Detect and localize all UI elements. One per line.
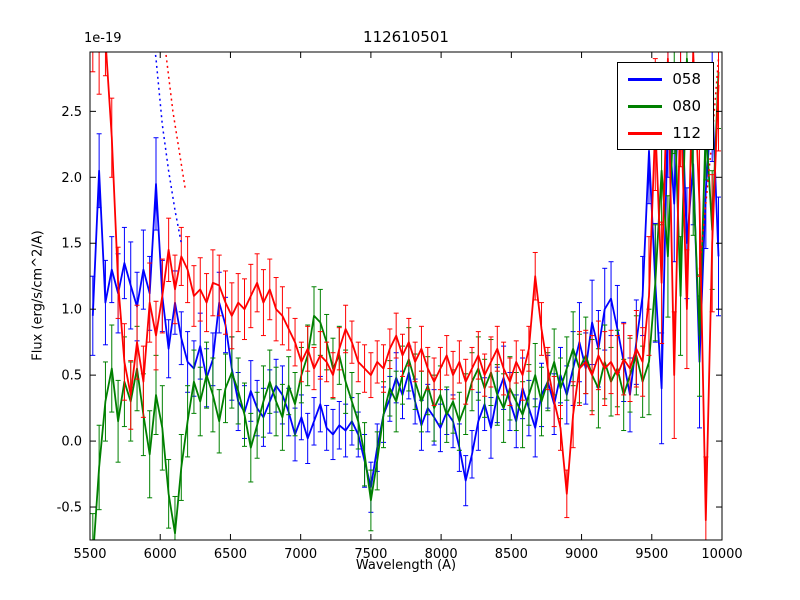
- legend-line-swatch: [628, 77, 663, 81]
- series-line-112: [98, 52, 720, 522]
- series-line-080: [93, 57, 720, 540]
- dotted-segment-112: [164, 52, 187, 191]
- y-tick-label: -0.5: [57, 501, 82, 516]
- legend-entry: 058: [628, 70, 701, 88]
- y-tick-label: 0.5: [61, 369, 82, 384]
- y-tick-label: 2.0: [61, 171, 82, 186]
- x-tick-label: 6500: [214, 547, 247, 562]
- y-tick-label: 0.0: [61, 435, 82, 450]
- legend-entry: 112: [628, 124, 701, 142]
- legend-label: 058: [672, 70, 701, 88]
- chart-title: 112610501: [363, 28, 449, 46]
- x-tick-label: 8500: [495, 547, 528, 562]
- axes-frame: [89, 51, 723, 541]
- x-tick-label: 8000: [425, 547, 458, 562]
- series-line-058: [91, 64, 720, 489]
- y-tick-label: 1.5: [61, 237, 82, 252]
- x-tick-label: 7500: [354, 547, 387, 562]
- dotted-segment-112: [698, 58, 720, 270]
- y-axis-label: Flux (erg/s/cm^2/A): [30, 230, 46, 361]
- legend-label: 112: [672, 124, 701, 142]
- x-tick-label: 10000: [701, 547, 742, 562]
- plot-background: [90, 52, 722, 540]
- legend-line-swatch: [628, 104, 663, 108]
- legend-entry: 080: [628, 97, 701, 115]
- x-tick-label: 5500: [73, 547, 106, 562]
- y-tick-label: 1.0: [61, 303, 82, 318]
- x-tick-label: 6000: [144, 547, 177, 562]
- x-axis-label: Wavelength (A): [355, 558, 457, 573]
- series-112: [90, 52, 721, 540]
- legend-line-swatch: [628, 131, 663, 135]
- y-tick-label: 2.5: [61, 105, 82, 120]
- x-tick-label: 7000: [284, 547, 317, 562]
- series-group: [90, 52, 721, 540]
- x-tick-label: 9500: [635, 547, 668, 562]
- x-tick-label: 9000: [565, 547, 598, 562]
- y-axis-offset-label: 1e-19: [84, 31, 122, 46]
- legend: 058 080 112: [617, 62, 714, 150]
- legend-label: 080: [672, 97, 701, 115]
